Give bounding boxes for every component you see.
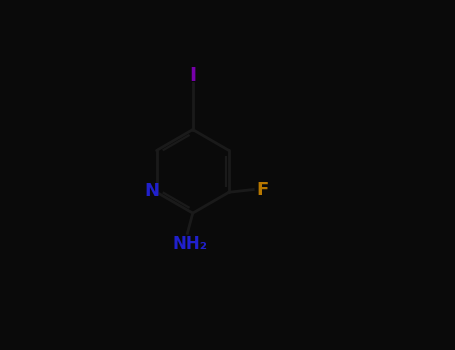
Text: N: N: [144, 182, 159, 200]
Text: I: I: [189, 66, 196, 85]
Text: NH₂: NH₂: [172, 235, 207, 253]
Text: F: F: [257, 181, 269, 198]
